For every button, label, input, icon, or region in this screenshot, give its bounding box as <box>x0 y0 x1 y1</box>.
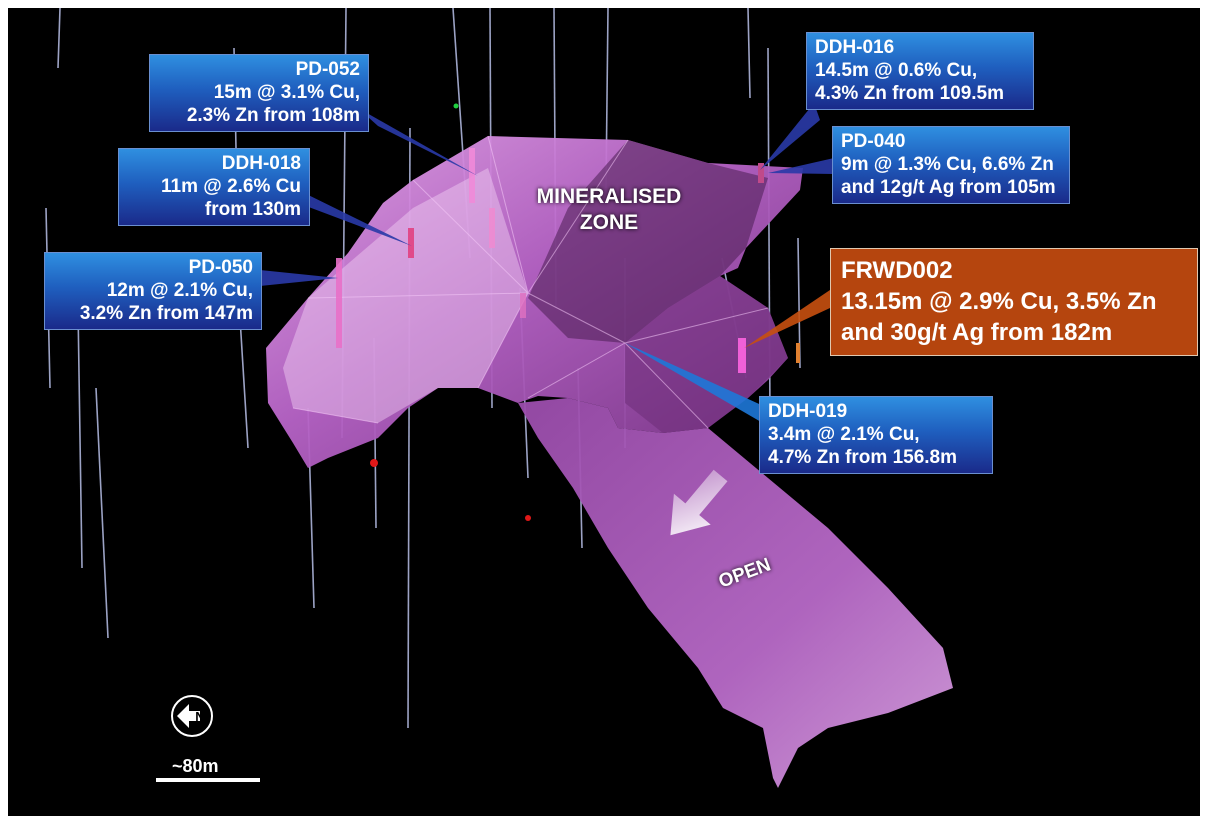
callout-hole: FRWD002 <box>841 257 953 284</box>
callout-line: 3.4m @ 2.1% Cu, <box>768 423 920 445</box>
zone-label-line2: ZONE <box>579 211 639 235</box>
callout-line: 4.3% Zn from 109.5m <box>815 82 1005 104</box>
drillhole <box>239 317 249 449</box>
callout-frwd002: FRWD002 13.15m @ 2.9% Cu, 3.5% Zn and 30… <box>830 248 1198 356</box>
drillhole <box>747 8 751 99</box>
callout-line: 14.5m @ 0.6% Cu, <box>815 59 978 81</box>
callout-ddh018: DDH-018 11m @ 2.6% Cu from 130m <box>118 148 310 227</box>
leader-pd052 <box>358 108 478 176</box>
open-arrow <box>670 469 728 536</box>
callout-ddh019: DDH-019 3.4m @ 2.1% Cu, 4.7% Zn from 156… <box>759 396 993 475</box>
body-facet-dark <box>528 140 768 343</box>
callout-hole: DDH-019 <box>768 401 848 422</box>
leader-ddh016 <box>760 103 820 170</box>
callout-hole: DDH-016 <box>815 37 895 58</box>
callout-ddh016: DDH-016 14.5m @ 0.6% Cu, 4.3% Zn from 10… <box>806 32 1034 111</box>
callout-hole: DDH-018 <box>221 153 301 174</box>
callout-line: 13.15m @ 2.9% Cu, 3.5% Zn <box>841 288 1157 316</box>
callout-pd052: PD-052 15m @ 3.1% Cu, 2.3% Zn from 108m <box>149 54 369 133</box>
callout-line: 12m @ 2.1% Cu, <box>106 279 253 301</box>
callout-line: 11m @ 2.6% Cu <box>161 175 301 197</box>
leader-frwd002 <box>744 290 830 348</box>
scale-bar <box>156 778 260 782</box>
callout-hole: PD-052 <box>295 59 360 80</box>
scale-label: ~80m <box>172 756 219 776</box>
leader-pd050 <box>260 270 338 286</box>
mineral-zone-3d-view: MINERALISED ZONE OPEN PD-052 15m @ 3.1% … <box>8 8 1200 816</box>
drillhole <box>95 387 109 639</box>
leader-pd040 <box>768 158 834 174</box>
body-tail <box>518 398 953 788</box>
leader-ddh019 <box>625 343 768 426</box>
callout-line: 3.2% Zn from 147m <box>79 302 253 324</box>
drillhole <box>77 307 83 569</box>
mineralised-body <box>266 135 953 788</box>
drillhole <box>57 8 61 69</box>
mineralised-zone-label: MINERALISED ZONE <box>494 184 724 237</box>
facet-edges <box>292 135 769 429</box>
scene-graphics <box>45 8 953 788</box>
callout-pd040: PD-040 9m @ 1.3% Cu, 6.6% Zn and 12g/t A… <box>832 126 1070 205</box>
callout-line: 9m @ 1.3% Cu, 6.6% Zn <box>841 153 1054 175</box>
north-arrow-icon: N <box>171 695 213 737</box>
callout-line: 4.7% Zn from 156.8m <box>768 446 958 468</box>
callout-line: 2.3% Zn from 108m <box>186 104 360 126</box>
callout-line: 15m @ 3.1% Cu, <box>213 81 360 103</box>
zone-label-line1: MINERALISED <box>536 185 682 208</box>
callout-line: and 30g/t Ag from 182m <box>841 319 1113 347</box>
callout-line: and 12g/t Ag from 105m <box>841 176 1056 198</box>
callout-leaders <box>260 103 834 426</box>
callout-pd050: PD-050 12m @ 2.1% Cu, 3.2% Zn from 147m <box>44 252 262 331</box>
callout-line: from 130m <box>204 198 301 220</box>
leader-ddh018 <box>290 186 412 246</box>
callout-hole: PD-040 <box>841 131 906 152</box>
callout-hole: PD-050 <box>188 257 253 278</box>
compass-letter: N <box>195 709 204 724</box>
body-facet-shadow <box>625 276 788 433</box>
intercept-markers <box>336 103 800 521</box>
